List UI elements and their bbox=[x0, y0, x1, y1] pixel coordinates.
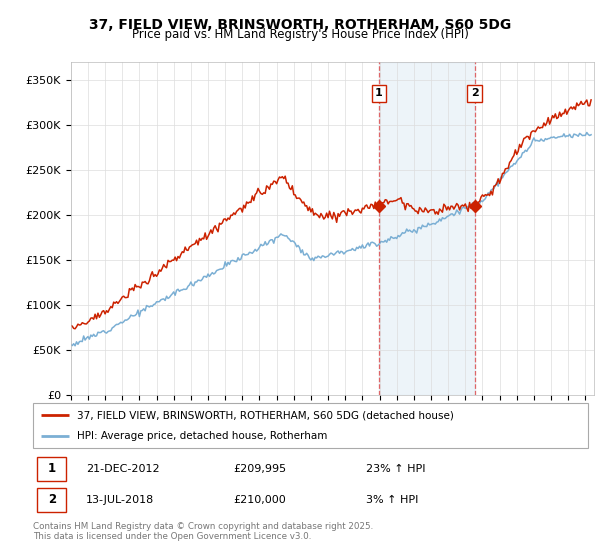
Text: HPI: Average price, detached house, Rotherham: HPI: Average price, detached house, Roth… bbox=[77, 431, 328, 441]
Text: 1: 1 bbox=[48, 462, 56, 475]
Text: 2: 2 bbox=[48, 493, 56, 506]
Text: 1: 1 bbox=[375, 88, 383, 98]
Text: £209,995: £209,995 bbox=[233, 464, 286, 474]
Text: £210,000: £210,000 bbox=[233, 495, 286, 505]
Text: Contains HM Land Registry data © Crown copyright and database right 2025.
This d: Contains HM Land Registry data © Crown c… bbox=[33, 522, 373, 542]
FancyBboxPatch shape bbox=[37, 456, 66, 481]
Text: 3% ↑ HPI: 3% ↑ HPI bbox=[366, 495, 418, 505]
FancyBboxPatch shape bbox=[33, 403, 588, 448]
Text: 21-DEC-2012: 21-DEC-2012 bbox=[86, 464, 160, 474]
Text: 37, FIELD VIEW, BRINSWORTH, ROTHERHAM, S60 5DG (detached house): 37, FIELD VIEW, BRINSWORTH, ROTHERHAM, S… bbox=[77, 410, 454, 421]
Bar bbox=[379, 62, 475, 395]
Text: Price paid vs. HM Land Registry's House Price Index (HPI): Price paid vs. HM Land Registry's House … bbox=[131, 28, 469, 41]
Text: 23% ↑ HPI: 23% ↑ HPI bbox=[366, 464, 425, 474]
Text: 2: 2 bbox=[471, 88, 478, 98]
Text: 13-JUL-2018: 13-JUL-2018 bbox=[86, 495, 154, 505]
Text: 37, FIELD VIEW, BRINSWORTH, ROTHERHAM, S60 5DG: 37, FIELD VIEW, BRINSWORTH, ROTHERHAM, S… bbox=[89, 18, 511, 32]
FancyBboxPatch shape bbox=[37, 488, 66, 512]
